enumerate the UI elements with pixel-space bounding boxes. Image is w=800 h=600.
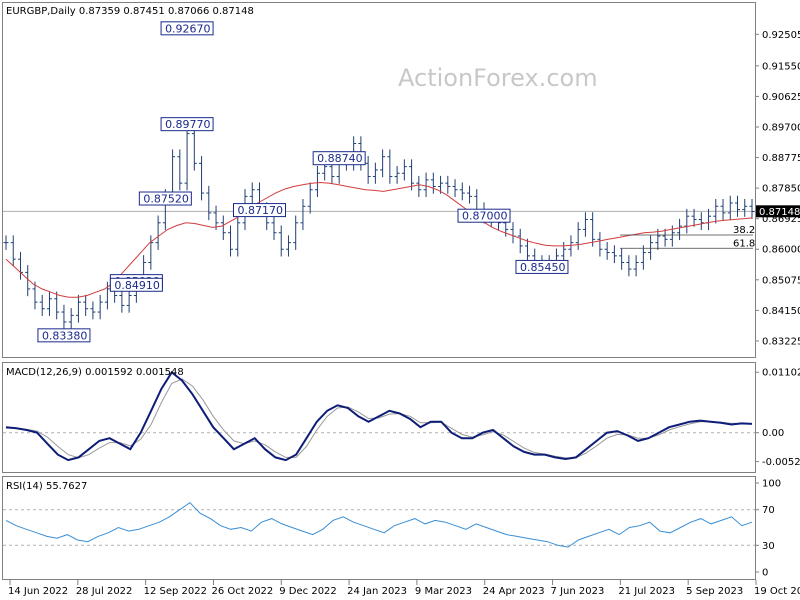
- date-tick-label: 21 Jul 2023: [618, 586, 675, 597]
- price-tick-label: 0.88775: [762, 153, 800, 164]
- price-annotation-label: 0.83380: [42, 329, 87, 342]
- price-annotation-box: [109, 277, 163, 292]
- fib-level-label: 38.2: [733, 225, 755, 236]
- watermark: ActionForex.com: [398, 64, 598, 92]
- last-price-label: 0.87148: [759, 207, 800, 218]
- price-tick-label: 0.89700: [762, 122, 800, 133]
- macd-line: [5, 370, 753, 462]
- price-annotation-box: [312, 151, 366, 166]
- price-annotation-box: [160, 117, 214, 132]
- price-tick-label: 0.84150: [762, 306, 800, 317]
- price-annotation-label: 0.84910: [114, 279, 159, 292]
- macd-title: MACD(12,26,9) 0.001592 0.001548: [6, 367, 184, 378]
- price-annotation-box: [138, 191, 192, 206]
- price-tick-label: 0.92505: [762, 30, 800, 41]
- date-tick-label: 9 Mar 2023: [415, 586, 472, 597]
- date-tick-label: 24 Jan 2023: [347, 586, 407, 597]
- price-annotation-label: 0.87170: [237, 204, 283, 217]
- date-tick-label: 26 Oct 2022: [211, 586, 273, 597]
- rsi-tick-label: 100: [762, 479, 781, 490]
- price-tick-label: 0.86925: [762, 214, 800, 225]
- rsi-title: RSI(14) 55.7627: [6, 481, 87, 492]
- macd-tick-label: 0.011027: [762, 368, 800, 379]
- price-annotation-label: 0.92670: [165, 22, 211, 35]
- price-annotation-box: [515, 259, 569, 274]
- macd-tick-label: -0.005267: [762, 457, 800, 468]
- ma-line: [5, 181, 753, 298]
- price-tick-label: 0.85075: [762, 275, 800, 286]
- rsi-tick-label: 30: [762, 541, 775, 552]
- price-annotation-label: 0.88740: [317, 152, 363, 165]
- price-annotation-box: [37, 328, 91, 343]
- price-layer: 38.2 61.8 0.92670 0.89770 0.88740 0.87170 0.85…: [3, 21, 755, 343]
- price-tick-label: 0.90625: [762, 92, 800, 103]
- price-annotation-label: 0.87000: [462, 210, 508, 223]
- date-tick-label: 12 Sep 2022: [144, 586, 207, 597]
- price-tick-label: 0.87850: [762, 184, 800, 195]
- date-tick-label: 14 Jun 2022: [8, 586, 68, 597]
- date-tick-label: 9 Dec 2022: [279, 586, 337, 597]
- price-annotation-label: 0.89770: [165, 118, 211, 131]
- price-tick-label: 0.83225: [762, 336, 800, 347]
- date-tick-label: 5 Sep 2023: [686, 586, 743, 597]
- date-tick-label: 24 Apr 2023: [483, 586, 545, 597]
- macd-layer: [3, 370, 755, 462]
- rsi-tick-label: 0: [762, 568, 768, 579]
- macd-tick-label: 0.00: [762, 428, 784, 439]
- chart-header: EURGBP,Daily 0.87359 0.87451 0.87066 0.8…: [6, 6, 254, 17]
- rsi-panel: [2, 476, 756, 580]
- price-annotation-box: [457, 208, 511, 223]
- date-tick-label: 19 Oct 2023: [754, 586, 800, 597]
- last-price-tag: [756, 205, 800, 218]
- price-annotation-box: [160, 21, 214, 36]
- date-tick-label: 28 Jul 2022: [76, 586, 133, 597]
- rsi-line: [5, 501, 753, 548]
- rsi-tick-label: 70: [762, 505, 775, 516]
- price-tick-label: 0.91550: [762, 61, 800, 72]
- fib-level-label: 61.8: [733, 238, 755, 249]
- price-annotation-label: 0.85450: [520, 261, 566, 274]
- rsi-layer: [3, 501, 755, 548]
- axis-layer: 0.92505 0.91550 0.90625 0.89700 0.88775 0.878…: [8, 30, 800, 597]
- price-annotation-box: [232, 203, 286, 218]
- price-annotation-label: 0.87520: [143, 193, 189, 206]
- price-tick-label: 0.86000: [762, 245, 800, 256]
- date-tick-label: 7 Jun 2023: [551, 586, 605, 597]
- price-panel: [2, 2, 756, 358]
